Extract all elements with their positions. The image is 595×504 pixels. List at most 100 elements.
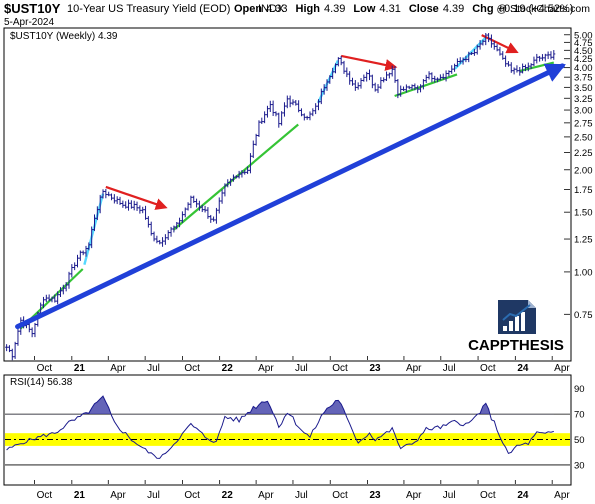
price-bar	[438, 74, 442, 81]
rsi-tick-label: 90	[574, 384, 585, 395]
price-bar	[509, 62, 513, 73]
main-uptrend-arrow	[15, 63, 566, 330]
price-bar	[212, 216, 216, 222]
price-bar	[166, 230, 170, 241]
price-bar	[107, 191, 111, 197]
price-bar	[492, 40, 496, 50]
price-bar	[359, 78, 363, 89]
price-bar	[410, 84, 414, 90]
price-bar	[538, 55, 542, 62]
price-bar	[526, 62, 530, 72]
rsi-panel-frame	[3, 374, 572, 486]
price-bar	[529, 63, 533, 70]
price-bar	[333, 63, 337, 74]
credit-label: @ StockCharts.com	[496, 3, 590, 15]
price-bar	[209, 214, 213, 223]
price-bar	[353, 80, 357, 91]
price-bar	[532, 56, 536, 67]
price-bar	[433, 75, 437, 83]
price-bar	[455, 58, 459, 67]
price-bar	[316, 99, 320, 111]
price-tick-label: 4.75	[574, 38, 593, 49]
price-tick-label: 0.75	[574, 310, 593, 321]
price-bar	[149, 221, 153, 236]
exchange-label: INDX	[258, 3, 285, 15]
price-bar	[299, 108, 303, 117]
ohlc-label-low: Low	[353, 3, 375, 15]
price-tick-label: 4.00	[574, 63, 593, 74]
price-bar	[351, 77, 355, 86]
price-bar	[362, 74, 366, 82]
price-tick-label: 1.75	[574, 185, 593, 196]
date-tick-label: Oct	[184, 363, 200, 374]
price-bar	[487, 33, 491, 43]
price-bar	[132, 200, 136, 211]
price-bar	[549, 51, 553, 60]
price-bar	[118, 196, 122, 205]
price-bar	[214, 207, 218, 224]
ohlc-label-close: Close	[409, 3, 439, 15]
price-bar	[129, 200, 133, 209]
price-bar	[427, 71, 431, 80]
price-tick-label: 2.75	[574, 118, 593, 129]
price-bar	[441, 73, 445, 80]
price-bar	[146, 216, 150, 228]
price-bar	[257, 120, 261, 137]
price-bar	[345, 67, 349, 78]
price-bar	[237, 170, 241, 179]
price-bar	[265, 105, 269, 118]
price-bar	[274, 111, 278, 117]
price-bar	[382, 77, 386, 83]
price-bar	[178, 217, 182, 228]
price-bar	[407, 85, 411, 89]
price-bar	[192, 195, 196, 203]
price-bar	[436, 77, 440, 83]
date-tick-label: Apr	[258, 363, 274, 374]
watermark-brand: CAPPTHESIS	[468, 337, 564, 354]
price-bar	[138, 205, 142, 214]
price-bar	[305, 115, 309, 120]
date-tick-label: Jul	[443, 363, 456, 374]
price-bar	[498, 46, 502, 56]
price-bar	[444, 70, 448, 82]
price-panel: 5.004.754.504.254.003.753.503.253.002.75…	[3, 27, 593, 362]
date-tick-label: Oct	[37, 363, 53, 374]
price-bar	[521, 63, 525, 74]
price-bar	[506, 61, 510, 67]
price-bar	[64, 282, 68, 292]
price-bar	[84, 245, 88, 257]
price-bar	[484, 32, 488, 46]
price-bar	[95, 206, 99, 221]
date-tick-label: Jul	[295, 363, 308, 374]
price-bar	[115, 196, 119, 205]
date-tick-label: 21	[74, 490, 86, 501]
date-tick-label: Apr	[406, 363, 422, 374]
instrument-name: 10-Year US Treasury Yield (EOD)	[67, 3, 230, 15]
rsi-plot	[6, 395, 554, 459]
date-tick-label: Apr	[258, 490, 274, 501]
ohlc-value-close: 4.39	[443, 3, 464, 15]
price-bar	[67, 271, 71, 289]
date-tick-label: Jul	[147, 490, 160, 501]
price-bar	[121, 200, 125, 208]
price-bar	[453, 63, 457, 72]
price-panel-frame	[3, 27, 572, 362]
date-tick-label: 22	[222, 490, 234, 501]
price-bar	[478, 40, 482, 50]
date-tick-label: 23	[369, 363, 381, 374]
price-bar	[512, 67, 516, 75]
ohlc-value-open: 4.33	[266, 3, 287, 15]
price-bar	[206, 207, 210, 219]
price-bar	[458, 57, 462, 64]
price-bar	[470, 52, 474, 56]
price-bar	[495, 44, 499, 52]
rsi-tick-label: 70	[574, 410, 585, 421]
price-bar	[322, 84, 326, 95]
price-bar	[110, 193, 114, 201]
price-tick-label: 3.75	[574, 73, 593, 84]
date-tick-label: Oct	[480, 490, 496, 501]
price-bar	[217, 197, 221, 214]
price-bar	[342, 60, 346, 74]
price-bar	[180, 211, 184, 223]
price-bar	[268, 100, 272, 112]
